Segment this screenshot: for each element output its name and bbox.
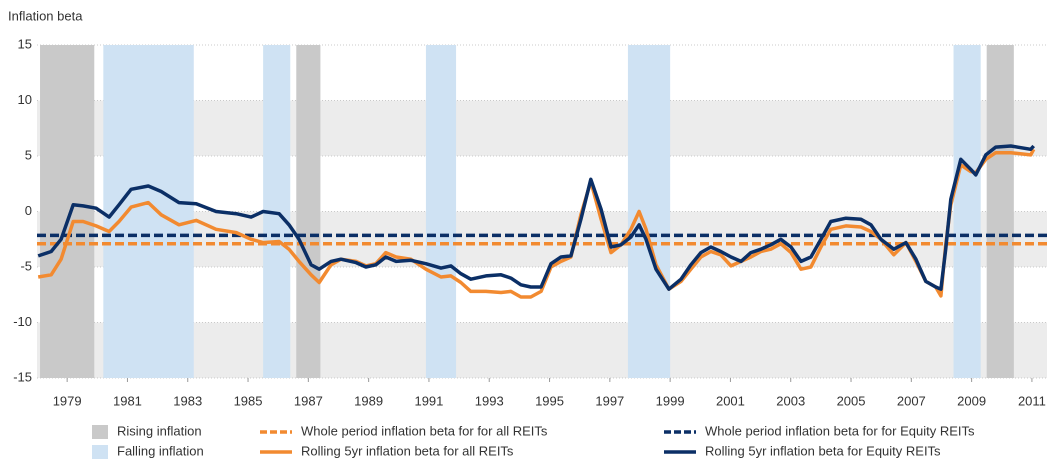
x-tick-label: 2005 bbox=[837, 393, 866, 408]
x-tick-label: 1995 bbox=[535, 393, 564, 408]
shading-span bbox=[627, 45, 671, 378]
y-tick-label: 10 bbox=[18, 92, 32, 107]
x-tick-label: 1979 bbox=[53, 393, 82, 408]
x-tick-label: 2011 bbox=[1018, 393, 1046, 408]
x-tick-label: 2003 bbox=[776, 393, 805, 408]
shading-span bbox=[953, 45, 981, 378]
y-tick-label: 0 bbox=[25, 203, 32, 218]
shading-span bbox=[986, 45, 1014, 378]
legend-swatch bbox=[92, 425, 108, 439]
y-axis-label: Inflation beta bbox=[8, 8, 83, 23]
x-tick-label: 1993 bbox=[475, 393, 504, 408]
x-tick-label: 1985 bbox=[234, 393, 263, 408]
x-tick-label: 1989 bbox=[354, 393, 383, 408]
shading-span bbox=[425, 45, 457, 378]
x-tick-label: 2001 bbox=[716, 393, 745, 408]
x-tick-label: 1983 bbox=[173, 393, 202, 408]
band bbox=[37, 100, 1047, 156]
series-line bbox=[37, 144, 1035, 291]
band bbox=[37, 322, 1047, 378]
y-tick-label: 15 bbox=[18, 36, 32, 51]
legend-label: Rising inflation bbox=[117, 423, 202, 438]
x-tick-label: 2007 bbox=[897, 393, 926, 408]
y-tick-label: 5 bbox=[25, 147, 32, 162]
x-tick-label: 1991 bbox=[414, 393, 443, 408]
x-tick-label: 1997 bbox=[595, 393, 624, 408]
y-tick-label: -5 bbox=[20, 258, 32, 273]
legend-label: Rolling 5yr inflation beta for Equity RE… bbox=[705, 443, 941, 458]
x-tick-label: 1981 bbox=[113, 393, 142, 408]
legend-label: Whole period inflation beta for for all … bbox=[301, 423, 548, 438]
legend-label: Falling inflation bbox=[117, 443, 204, 458]
y-tick-label: -15 bbox=[13, 369, 32, 384]
y-tick-label: -10 bbox=[13, 314, 32, 329]
x-tick-label: 2009 bbox=[957, 393, 986, 408]
x-tick-label: 1987 bbox=[294, 393, 323, 408]
legend-label: Whole period inflation beta for for Equi… bbox=[705, 423, 975, 438]
shading-span bbox=[103, 45, 194, 378]
legend-label: Rolling 5yr inflation beta for all REITs bbox=[301, 443, 514, 458]
shading-span bbox=[40, 45, 95, 378]
x-tick-label: 1999 bbox=[656, 393, 685, 408]
legend-swatch bbox=[92, 445, 108, 459]
shading-span bbox=[296, 45, 321, 378]
